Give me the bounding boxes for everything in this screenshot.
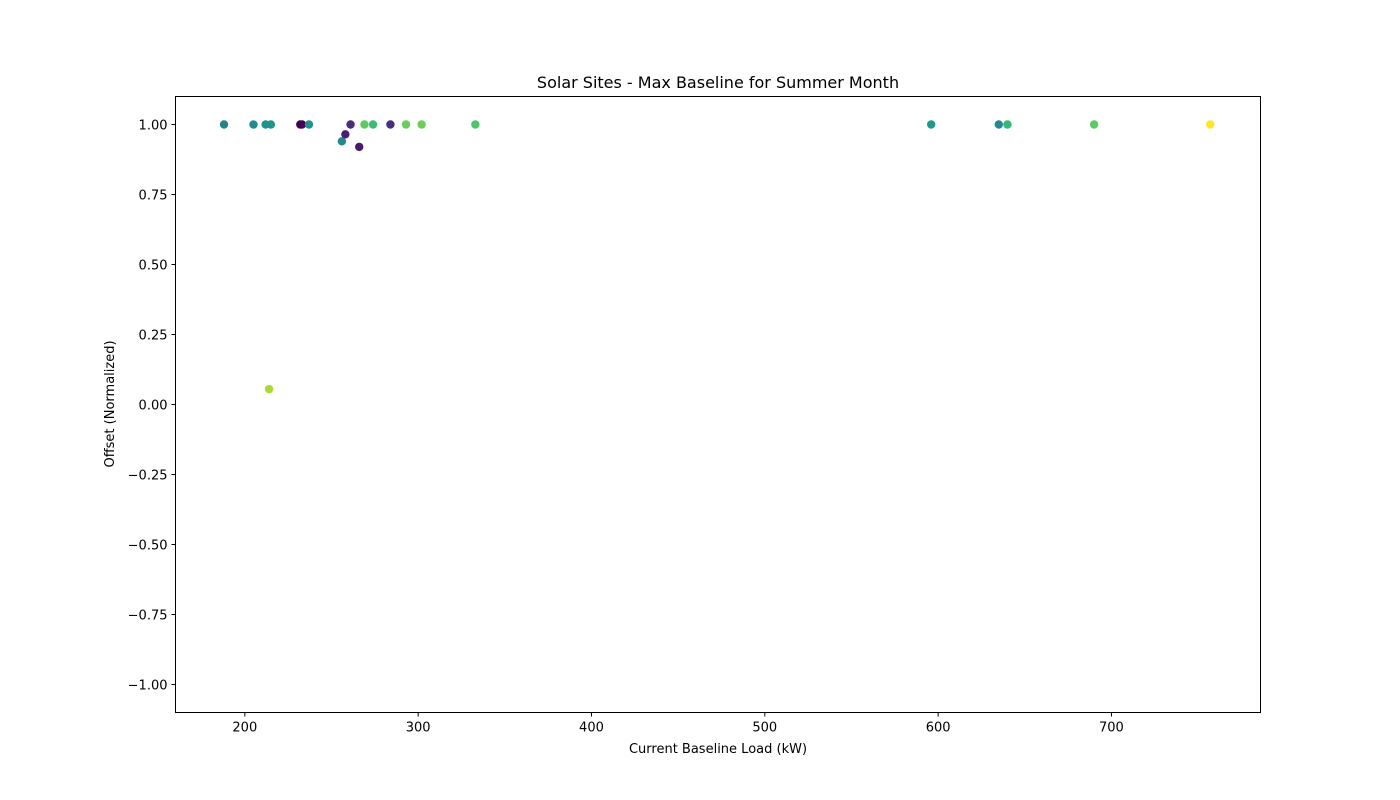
x-tick-label: 500 — [752, 721, 777, 736]
y-tick-label: 0.50 — [139, 259, 168, 274]
x-tick-label: 600 — [926, 721, 951, 736]
scatter-point — [471, 120, 480, 129]
scatter-point — [341, 130, 350, 139]
y-tick-label: 0.00 — [139, 399, 168, 414]
x-tick-label: 700 — [1099, 721, 1124, 736]
y-axis-label: Offset (Normalized) — [103, 340, 118, 467]
scatter-point — [304, 120, 314, 129]
scatter-point — [219, 120, 229, 129]
scatter-point — [926, 120, 936, 129]
scatter-point — [264, 384, 274, 394]
y-tick-label: −1.00 — [128, 679, 168, 694]
x-axis: 200 300 400 500 600 700 — [232, 712, 1124, 736]
scatter-point — [1003, 120, 1012, 129]
scatter-point — [297, 120, 307, 129]
scatter-point — [337, 137, 347, 146]
y-tick-label: −0.50 — [128, 539, 168, 554]
scatter-point — [994, 120, 1003, 129]
scatter-point — [1206, 120, 1215, 129]
y-tick-label: −0.25 — [128, 469, 168, 484]
x-tick-label: 400 — [579, 721, 604, 736]
scatter-point — [386, 120, 395, 129]
chart-title: Solar Sites - Max Baseline for Summer Mo… — [537, 73, 899, 92]
x-axis-label: Current Baseline Load (kW) — [629, 742, 807, 757]
x-tick-label: 200 — [232, 721, 257, 736]
x-tick-label: 300 — [406, 721, 431, 736]
scatter-point — [355, 142, 364, 152]
y-axis: 1.00 0.75 0.50 0.25 0.00 −0.25 −0.50 −0.75 −1.00 — [128, 119, 176, 694]
scatter-point — [360, 120, 369, 129]
data-points — [219, 120, 1215, 394]
scatter-point — [417, 120, 426, 129]
scatter-point — [346, 120, 355, 129]
scatter-point — [1089, 120, 1099, 129]
y-tick-label: 1.00 — [139, 119, 168, 134]
scatter-point — [368, 120, 378, 129]
y-tick-label: 0.75 — [139, 189, 168, 204]
scatter-point — [266, 120, 276, 129]
y-tick-label: −0.75 — [128, 609, 168, 624]
y-tick-label: 0.25 — [139, 329, 168, 344]
scatter-point — [249, 120, 258, 129]
scatter-point — [401, 120, 411, 129]
